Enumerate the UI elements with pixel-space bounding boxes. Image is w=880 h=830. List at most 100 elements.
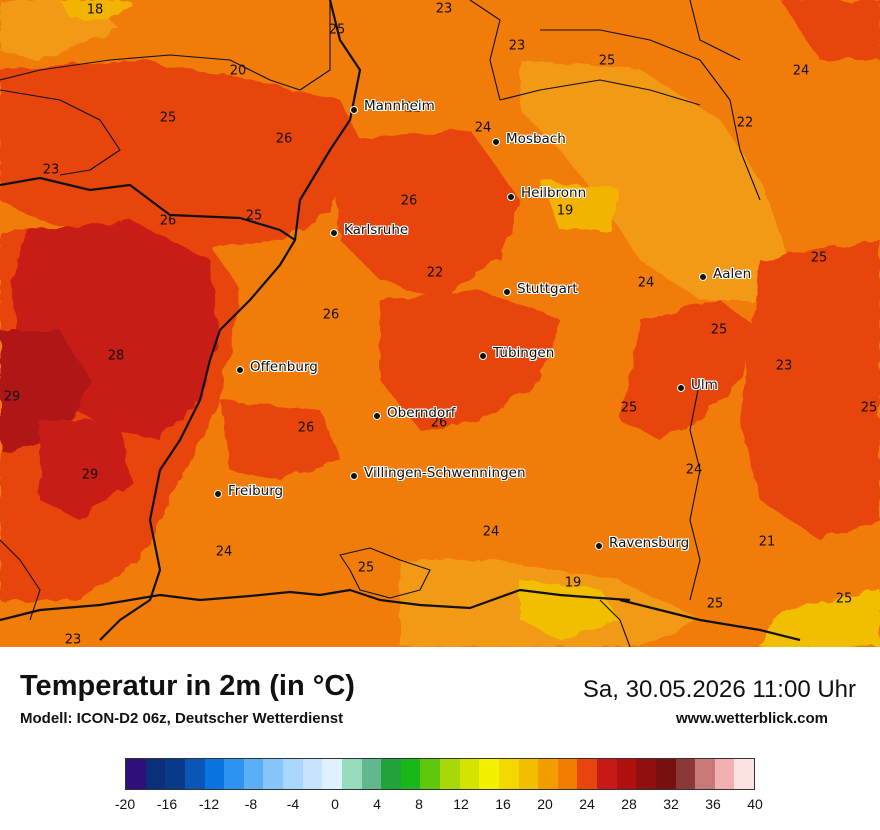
legend-color-cell bbox=[420, 759, 440, 789]
legend-color-cell bbox=[616, 759, 637, 789]
temp-value: 23 bbox=[508, 38, 526, 54]
temp-value: 24 bbox=[792, 63, 810, 79]
legend-color-cell bbox=[538, 759, 558, 789]
legend-color-cell bbox=[695, 759, 715, 789]
legend-color-cell bbox=[263, 759, 283, 789]
legend-color-cell bbox=[675, 759, 696, 789]
legend-color-cell bbox=[518, 759, 539, 789]
legend-color-cell bbox=[714, 759, 735, 789]
city-label-aalen[interactable]: Aalen bbox=[713, 266, 752, 282]
legend-tick-label: 4 bbox=[373, 796, 381, 812]
legend-color-cell bbox=[597, 759, 617, 789]
legend-color-cell bbox=[224, 759, 244, 789]
temp-value: 29 bbox=[3, 389, 21, 405]
temp-value: 26 bbox=[430, 415, 448, 431]
temp-value: 26 bbox=[322, 307, 340, 323]
model-source: Modell: ICON-D2 06z, Deutscher Wetterdie… bbox=[20, 710, 344, 727]
legend-tick-label: -4 bbox=[286, 796, 300, 812]
legend-color-cell bbox=[479, 759, 499, 789]
temp-value: 25 bbox=[860, 400, 878, 416]
temp-value: 18 bbox=[86, 2, 104, 18]
city-label-mosbach[interactable]: Mosbach bbox=[506, 131, 566, 147]
city-marker bbox=[507, 193, 515, 201]
city-marker bbox=[350, 472, 358, 480]
temp-value: 22 bbox=[426, 265, 444, 281]
temperature-map[interactable]: 18 23 25 23 25 20 21 24 22 24 25 26 26 2… bbox=[0, 0, 880, 647]
temp-value: 25 bbox=[159, 110, 177, 126]
temp-value: 26 bbox=[297, 420, 315, 436]
legend-tick-label: 24 bbox=[579, 796, 595, 812]
city-marker bbox=[503, 288, 511, 296]
legend-color-cell bbox=[243, 759, 264, 789]
footer-panel bbox=[0, 647, 880, 830]
temp-value: 26 bbox=[275, 131, 293, 147]
temp-value: 25 bbox=[328, 22, 346, 38]
temp-value: 25 bbox=[706, 596, 724, 612]
legend-color-cell bbox=[577, 759, 597, 789]
city-marker bbox=[236, 366, 244, 374]
legend-tick-label: 36 bbox=[705, 796, 721, 812]
color-scale-ticks: -20 -16 -12 -8 -4 0 4 8 12 16 20 24 28 32 36 40 bbox=[0, 796, 880, 816]
temp-value: 25 bbox=[835, 591, 853, 607]
city-marker bbox=[479, 352, 487, 360]
color-scale-legend bbox=[125, 758, 755, 790]
temp-value: 25 bbox=[357, 560, 375, 576]
temp-value: 23 bbox=[42, 162, 60, 178]
city-label-ulm[interactable]: Ulm bbox=[691, 377, 718, 393]
temp-value: 25 bbox=[810, 250, 828, 266]
legend-color-cell bbox=[557, 759, 578, 789]
temp-value: 20 bbox=[229, 63, 247, 79]
legend-color-cell bbox=[459, 759, 480, 789]
legend-color-cell bbox=[126, 759, 146, 789]
temp-value: 23 bbox=[64, 632, 82, 648]
legend-color-cell bbox=[184, 759, 205, 789]
city-marker bbox=[595, 542, 603, 550]
map-title: Temperatur in 2m (in °C) bbox=[20, 670, 355, 702]
city-label-freiburg[interactable]: Freiburg bbox=[228, 483, 284, 499]
city-label-mannheim[interactable]: Mannheim bbox=[364, 98, 435, 114]
city-marker bbox=[677, 384, 685, 392]
legend-color-cell bbox=[498, 759, 519, 789]
legend-color-cell bbox=[341, 759, 362, 789]
city-label-tuebingen[interactable]: Tübingen bbox=[493, 345, 555, 361]
city-label-villingen-schwenningen[interactable]: Villingen-Schwenningen bbox=[364, 465, 526, 481]
temperature-field bbox=[0, 0, 880, 647]
legend-color-cell bbox=[440, 759, 460, 789]
city-marker bbox=[214, 490, 222, 498]
temp-value: 24 bbox=[637, 275, 655, 291]
legend-tick-label: 8 bbox=[415, 796, 423, 812]
legend-tick-label: 32 bbox=[663, 796, 679, 812]
legend-tick-label: 20 bbox=[537, 796, 553, 812]
city-marker bbox=[492, 138, 500, 146]
temp-value: 26 bbox=[400, 193, 418, 209]
city-label-ravensburg[interactable]: Ravensburg bbox=[609, 535, 690, 551]
legend-color-cell bbox=[302, 759, 323, 789]
legend-color-cell bbox=[361, 759, 382, 789]
city-marker bbox=[350, 106, 358, 114]
temp-value: 21 bbox=[404, 100, 422, 116]
legend-color-cell bbox=[655, 759, 676, 789]
city-label-heilbronn[interactable]: Heilbronn bbox=[521, 185, 587, 201]
temp-value: 22 bbox=[736, 115, 754, 131]
temp-value: 19 bbox=[564, 575, 582, 591]
legend-color-cell bbox=[165, 759, 185, 789]
legend-tick-label: 12 bbox=[453, 796, 469, 812]
temp-value: 25 bbox=[710, 322, 728, 338]
legend-color-cell bbox=[381, 759, 401, 789]
legend-tick-label: -12 bbox=[198, 796, 220, 812]
city-label-stuttgart[interactable]: Stuttgart bbox=[517, 281, 578, 297]
temp-value: 28 bbox=[107, 348, 125, 364]
legend-tick-label: 28 bbox=[621, 796, 637, 812]
website-link[interactable]: www.wetterblick.com bbox=[676, 710, 828, 727]
city-label-offenburg[interactable]: Offenburg bbox=[250, 359, 318, 375]
temp-value: 24 bbox=[685, 462, 703, 478]
temp-value: 21 bbox=[758, 534, 776, 550]
temp-value: 24 bbox=[215, 544, 233, 560]
city-marker bbox=[373, 412, 381, 420]
city-label-oberndorf[interactable]: Oberndorf bbox=[387, 405, 456, 421]
district-lines bbox=[0, 0, 761, 647]
city-label-karlsruhe[interactable]: Karlsruhe bbox=[344, 222, 409, 238]
city-marker bbox=[699, 273, 707, 281]
temp-value: 25 bbox=[245, 208, 263, 224]
temp-value: 19 bbox=[556, 203, 574, 219]
